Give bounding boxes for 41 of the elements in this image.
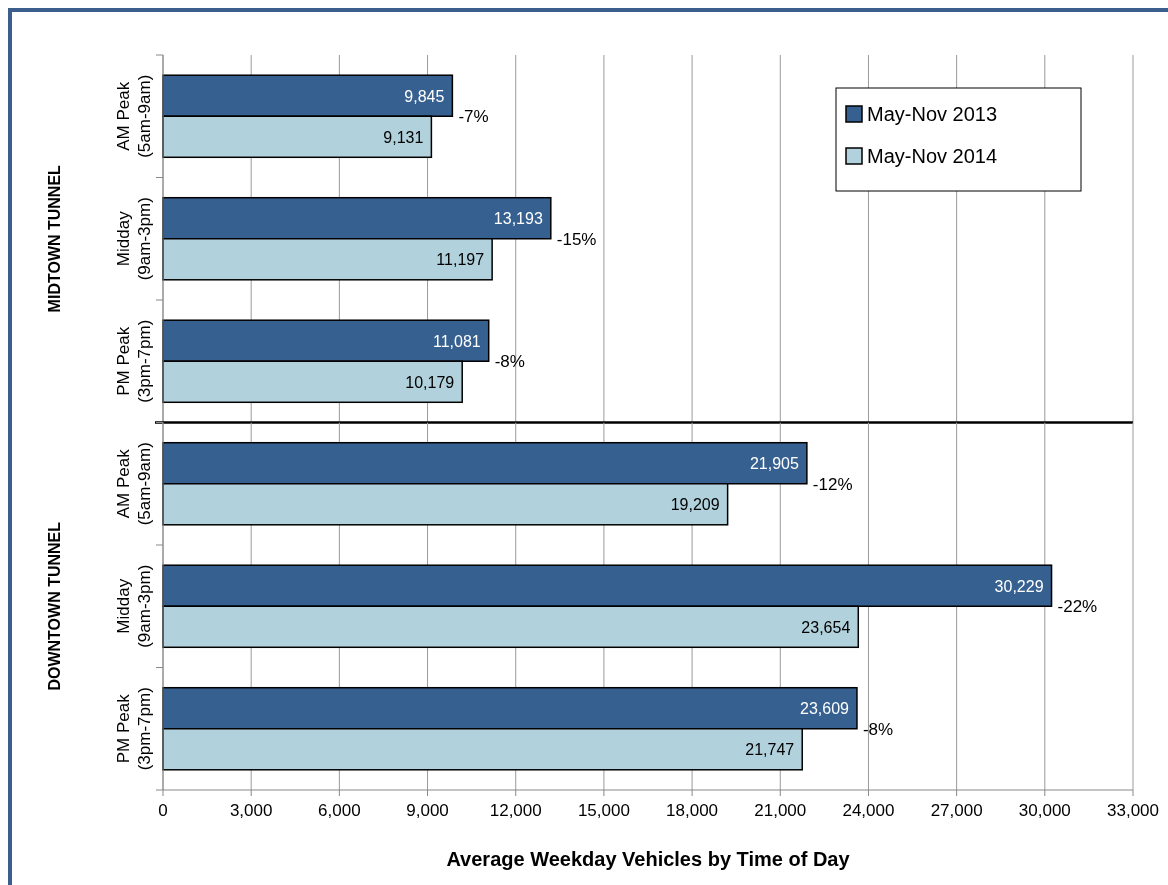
annotation: -15% (556, 229, 597, 249)
annotation: -8% (494, 352, 525, 372)
y-tick-label: Midday (9am-3pm) (114, 197, 154, 281)
y-tick-label: AM Peak (5am-9am) (114, 74, 154, 158)
data-label: 21,905 (749, 455, 799, 473)
y-tick-label: PM Peak (3pm-7pm) (114, 687, 154, 771)
data-label: 21,747 (745, 741, 795, 759)
data-label: 11,081 (432, 332, 481, 350)
y-axis-title: MIDTOWN TUNNEL (46, 164, 63, 313)
data-label: 19,209 (670, 496, 720, 514)
data-label: 23,654 (801, 618, 851, 636)
x-tick-label: 6,000 (318, 801, 361, 820)
x-tick-label: 21,000 (754, 801, 807, 820)
x-tick-label: 27,000 (930, 801, 983, 820)
y-tick-label: PM Peak (3pm-7pm) (114, 319, 154, 403)
annotation: -12% (812, 474, 853, 494)
legend-label: May-Nov 2014 (867, 145, 998, 167)
x-tick-label: 12,000 (489, 801, 542, 820)
y-tick-label: Midday (9am-3pm) (114, 564, 154, 648)
data-label: 9,131 (383, 128, 424, 146)
x-axis-title: Average Weekday Vehicles by Time of Day (446, 848, 851, 870)
annotation: -7% (458, 107, 489, 127)
data-label: 11,197 (436, 251, 485, 269)
x-tick-label: 18,000 (666, 801, 719, 820)
x-tick-label: 33,000 (1107, 801, 1159, 820)
data-label: 30,229 (994, 577, 1044, 595)
data-label: 10,179 (405, 373, 455, 391)
x-tick-label: 0 (158, 801, 168, 820)
x-tick-label: 3,000 (229, 801, 273, 820)
data-label: 9,845 (404, 87, 445, 105)
annotation: -22% (1057, 597, 1098, 617)
annotation: -8% (862, 719, 894, 739)
legend-label: May-Nov 2013 (867, 103, 998, 125)
x-tick-label: 15,000 (577, 801, 630, 820)
data-label: 13,193 (493, 210, 543, 228)
y-axis-title: DOWNTOWN TUNNEL (46, 521, 63, 691)
y-tick-label: AM Peak (5am-9am) (114, 442, 154, 526)
x-tick-label: 30,000 (1018, 801, 1071, 820)
x-tick-label: 9,000 (406, 801, 449, 820)
data-label: 23,609 (800, 700, 850, 718)
x-tick-label: 24,000 (842, 801, 895, 820)
